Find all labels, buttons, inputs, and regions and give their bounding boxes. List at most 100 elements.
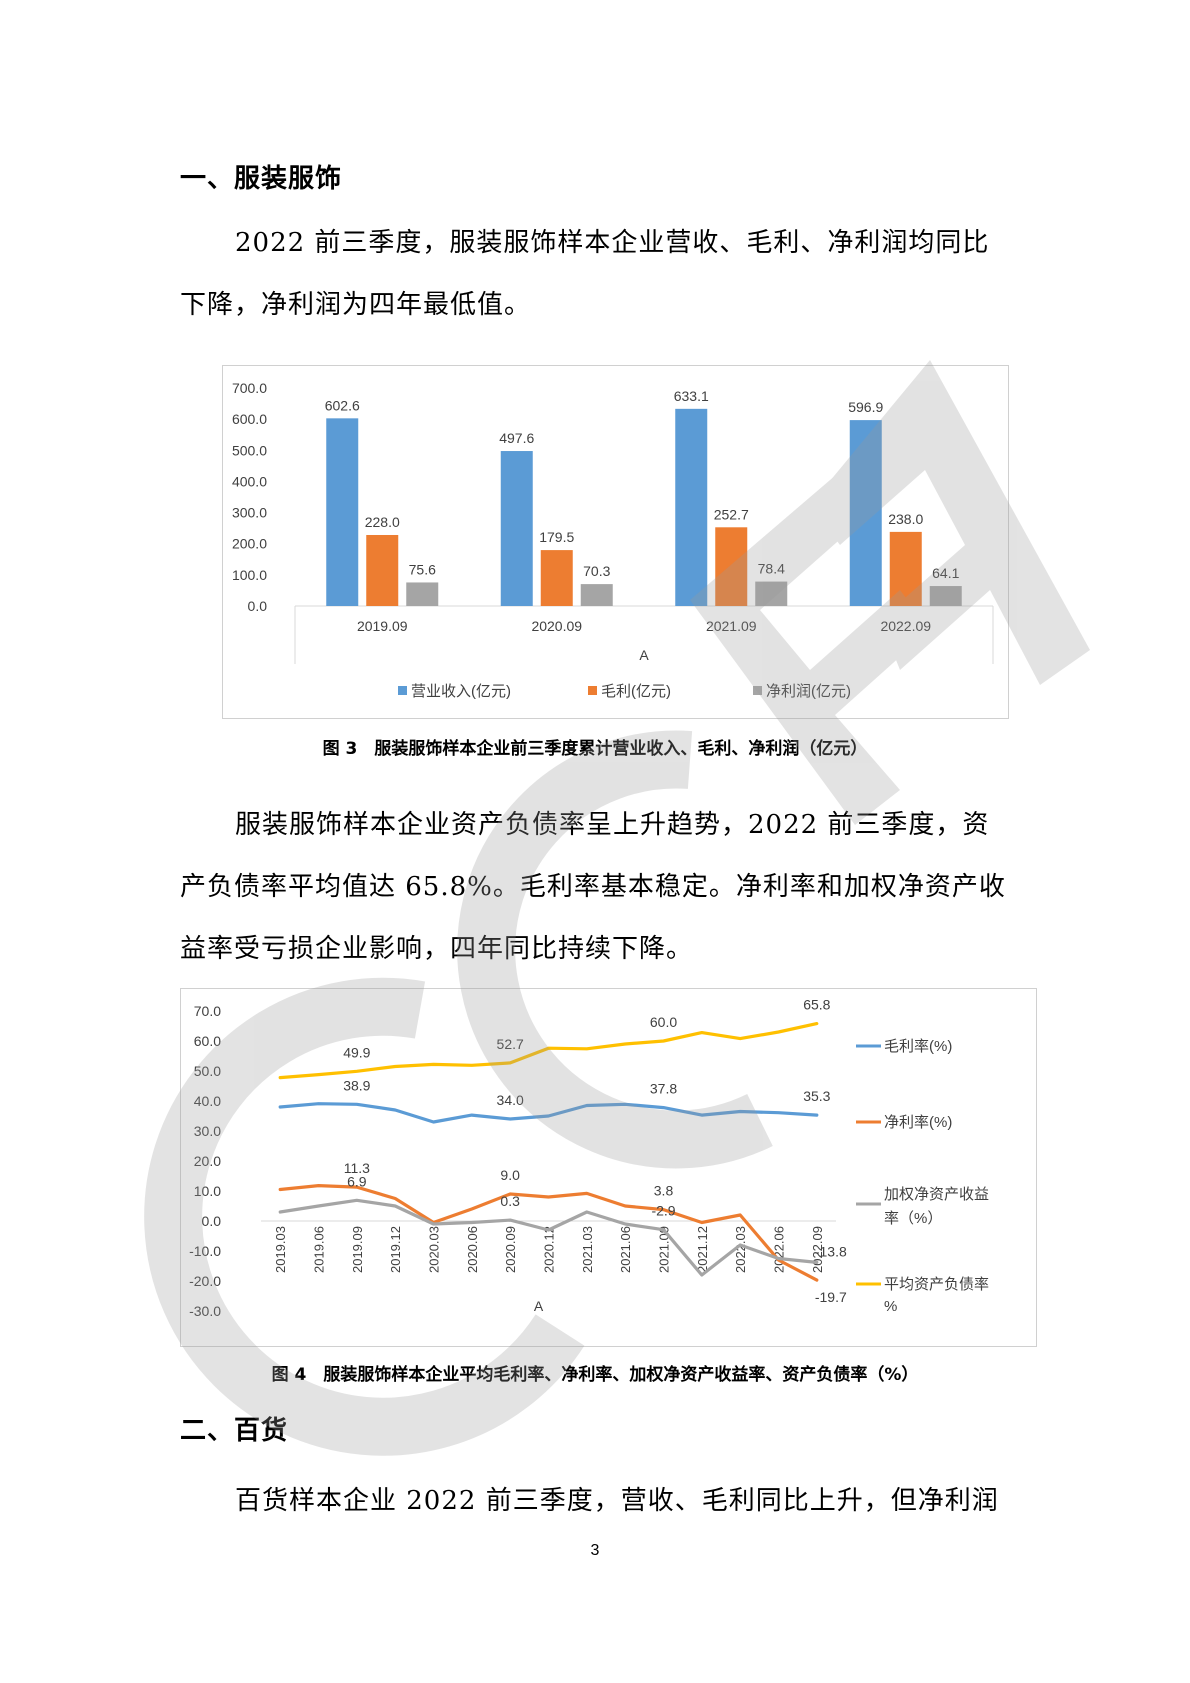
x-tick-label: 2021.09 <box>706 618 757 634</box>
bar-data-label: 179.5 <box>539 529 574 545</box>
bar <box>326 418 359 606</box>
legend-label: 毛利率(%) <box>884 1038 952 1055</box>
bar-data-label: 78.4 <box>758 561 785 577</box>
x-tick-label: 2020.06 <box>465 1226 480 1273</box>
y-tick-label: -30.0 <box>189 1303 221 1319</box>
figure4-chart: -30.0 -20.0 -10.0 0.0 10.0 20.0 30.0 40.0 50.0 60… <box>180 988 1037 1347</box>
x-tick-label: 2020.09 <box>531 618 582 634</box>
y-tick-label: 60.0 <box>194 1033 221 1049</box>
bar <box>675 408 708 606</box>
x-tick-label: 2022.03 <box>733 1226 748 1273</box>
y-tick-label: 200.0 <box>232 536 267 552</box>
bar-data-label: 64.1 <box>932 565 959 581</box>
y-tick-label: -10.0 <box>189 1243 221 1259</box>
data-label: 0.3 <box>500 1193 520 1209</box>
y-tick-label: 10.0 <box>194 1183 221 1199</box>
line-chart: -30.0 -20.0 -10.0 0.0 10.0 20.0 30.0 40.0 50.0 60… <box>189 997 989 1319</box>
figure3-chart: 0.0 100.0 200.0 300.0 400.0 500.0 600.0 700.0 60… <box>222 365 1009 719</box>
paragraph-line: 百货样本企业 2022 前三季度，营收、毛利同比上升，但净利润 <box>235 1486 999 1516</box>
y-tick-label: 30.0 <box>194 1123 221 1139</box>
legend-label: 营业收入(亿元) <box>411 683 511 700</box>
series-line <box>278 1021 819 1080</box>
y-tick-label: 700.0 <box>232 380 267 396</box>
data-label: 3.8 <box>654 1183 674 1199</box>
data-label: -19.7 <box>815 1289 847 1305</box>
x-tick-label: 2022.09 <box>880 618 931 634</box>
bar-data-label: 75.6 <box>409 561 436 577</box>
figure3-caption: 图 3 服装服饰样本企业前三季度累计营业收入、毛利、净利润（亿元） <box>322 739 868 759</box>
bar <box>406 582 439 606</box>
legend-label: 加权净资产收益 <box>884 1186 989 1203</box>
y-tick-label: 40.0 <box>194 1093 221 1109</box>
paragraph-line: 产负债率平均值达 65.8%。毛利率基本稳定。净利率和加权净资产收 <box>180 872 1006 902</box>
x-tick-label: 2020.12 <box>542 1226 557 1273</box>
series-line <box>278 1184 819 1282</box>
bar-data-label: 602.6 <box>325 397 360 413</box>
y-tick-label: 20.0 <box>194 1153 221 1169</box>
section-heading-department-store: 二、百货 <box>180 1416 289 1446</box>
data-label: 9.0 <box>500 1167 520 1183</box>
x-tick-label: 2021.12 <box>695 1226 710 1273</box>
data-label: 38.9 <box>343 1077 370 1093</box>
legend-swatch <box>753 686 762 695</box>
x-tick-label: 2019.09 <box>350 1226 365 1273</box>
bar <box>755 581 788 606</box>
bar <box>580 584 613 606</box>
paragraph-line: 益率受亏损企业影响，四年同比持续下降。 <box>180 934 694 964</box>
paragraph-apparel-ratios: 服装服饰样本企业资产负债率呈上升趋势，2022 前三季度，资 产负债率平均值达 … <box>180 794 1010 980</box>
figure4-caption: 图 4 服装服饰样本企业平均毛利率、净利率、加权净资产收益率、资产负债率（%） <box>271 1365 919 1385</box>
series-line <box>278 1102 819 1124</box>
legend-swatch <box>398 686 407 695</box>
bar-data-label: 70.3 <box>583 563 610 579</box>
y-tick-label: 50.0 <box>194 1063 221 1079</box>
bar-chart: 0.0 100.0 200.0 300.0 400.0 500.0 600.0 700.0 60… <box>232 380 994 700</box>
y-tick-label: 600.0 <box>232 411 267 427</box>
data-label: 6.9 <box>347 1173 367 1189</box>
y-tick-label: 500.0 <box>232 442 267 458</box>
paragraph-line: 服装服饰样本企业资产负债率呈上升趋势，2022 前三季度，资 <box>235 810 990 840</box>
bar <box>540 550 573 606</box>
data-label: 11.3 <box>344 1160 370 1176</box>
x-axis-title: A <box>639 647 649 663</box>
paragraph-department-store: 百货样本企业 2022 前三季度，营收、毛利同比上升，但净利润 <box>180 1470 1010 1532</box>
x-tick-label: 2020.03 <box>427 1226 442 1273</box>
bar <box>366 534 399 606</box>
data-label: 65.8 <box>803 997 830 1013</box>
x-tick-label: 2019.03 <box>273 1226 288 1273</box>
bar <box>715 527 748 606</box>
legend-swatch <box>588 686 597 695</box>
bar <box>929 586 962 606</box>
bar-data-label: 238.0 <box>888 511 923 527</box>
legend-label: 率（%） <box>884 1210 942 1227</box>
data-label: 35.3 <box>803 1088 830 1104</box>
x-tick-label: 2020.09 <box>503 1226 518 1273</box>
y-tick-label: 300.0 <box>232 505 267 521</box>
x-tick-label: 2019.06 <box>312 1226 327 1273</box>
x-tick-label: 2021.06 <box>618 1226 633 1273</box>
data-label: 34.0 <box>497 1092 524 1108</box>
paragraph-apparel-summary: 2022 前三季度，服装服饰样本企业营收、毛利、净利润均同比 下降，净利润为四年… <box>180 212 1010 336</box>
x-axis-title: A <box>534 1298 544 1314</box>
data-label: -2.9 <box>651 1203 675 1219</box>
bar-data-label: 228.0 <box>365 514 400 530</box>
data-label: 52.7 <box>497 1036 524 1052</box>
x-tick-label: 2022.06 <box>772 1226 787 1273</box>
data-label: 37.8 <box>650 1081 677 1097</box>
y-tick-label: 0.0 <box>202 1213 222 1229</box>
legend-label: 净利率(%) <box>884 1114 952 1131</box>
bar-data-label: 497.6 <box>499 430 534 446</box>
y-tick-label: 0.0 <box>248 598 268 614</box>
data-label: -13.8 <box>815 1243 847 1259</box>
legend-label: 毛利(亿元) <box>601 683 671 700</box>
legend-label: % <box>884 1298 897 1315</box>
x-tick-label: 2019.12 <box>388 1226 403 1273</box>
bar <box>889 531 922 606</box>
paragraph-line: 2022 前三季度，服装服饰样本企业营收、毛利、净利润均同比 <box>235 228 990 258</box>
x-tick-label: 2019.09 <box>357 618 408 634</box>
x-tick-label: 2021.09 <box>657 1226 672 1273</box>
data-label: 60.0 <box>650 1014 677 1030</box>
y-tick-label: 70.0 <box>194 1003 221 1019</box>
legend-label: 净利润(亿元) <box>766 683 851 700</box>
bar <box>849 420 882 606</box>
bar-data-label: 633.1 <box>674 388 709 404</box>
